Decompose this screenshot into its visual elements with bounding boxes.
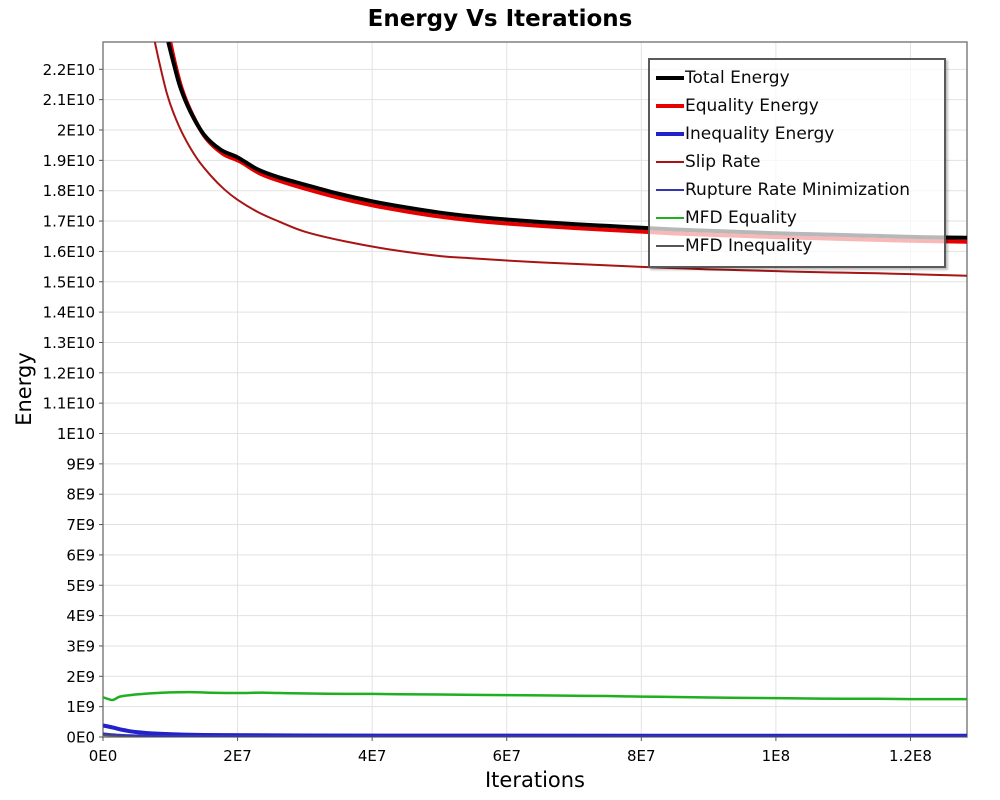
legend-label: MFD Inequality xyxy=(685,236,813,256)
y-tick-label: 2E10 xyxy=(57,122,95,140)
legend-line-swatch xyxy=(656,104,684,108)
chart-title: Energy Vs Iterations xyxy=(367,6,633,32)
y-tick-label: 7E9 xyxy=(66,516,95,534)
legend-item: Rupture Rate Minimization xyxy=(656,176,934,204)
y-tick-label: 2.2E10 xyxy=(43,61,95,79)
y-tick-label: 3E9 xyxy=(66,637,95,655)
y-tick-label: 1.5E10 xyxy=(43,273,95,291)
x-tick-label: 8E7 xyxy=(627,747,656,765)
legend-line-swatch xyxy=(656,245,684,247)
y-tick-label: 0E0 xyxy=(66,729,95,747)
slip-rate-line xyxy=(153,42,967,277)
legend-item: Inequality Energy xyxy=(656,120,934,148)
y-tick-label: 5E9 xyxy=(66,577,95,595)
rupture-rate-minimization-line xyxy=(103,732,967,737)
y-tick-label: 1.9E10 xyxy=(43,152,95,170)
y-tick-label: 1.4E10 xyxy=(43,304,95,322)
x-tick-label: 2E7 xyxy=(223,747,252,765)
legend-item: Total Energy xyxy=(656,64,934,92)
y-tick-label: 6E9 xyxy=(66,546,95,564)
y-tick-label: 1E10 xyxy=(57,425,95,443)
legend-label: Equality Energy xyxy=(685,96,819,116)
y-tick-label: 1.3E10 xyxy=(43,334,95,352)
x-axis-title: Iterations xyxy=(484,768,586,792)
y-tick-label: 8E9 xyxy=(66,486,95,504)
legend-line-swatch xyxy=(656,132,684,136)
y-tick-label: 2E9 xyxy=(66,668,95,686)
y-tick-label: 1.1E10 xyxy=(43,395,95,413)
legend-item: MFD Equality xyxy=(656,204,934,232)
legend-item: Slip Rate xyxy=(656,148,934,176)
legend-line-swatch xyxy=(656,189,684,191)
y-tick-label: 2.1E10 xyxy=(43,91,95,109)
legend-label: Rupture Rate Minimization xyxy=(685,180,910,200)
y-tick-label: 4E9 xyxy=(66,607,95,625)
y-tick-label: 9E9 xyxy=(66,455,95,473)
x-tick-label: 1E8 xyxy=(762,747,791,765)
legend: Total Energy Equality Energy Inequality En… xyxy=(648,58,946,268)
legend-line-swatch xyxy=(656,76,684,80)
y-tick-label: 1.6E10 xyxy=(43,243,95,261)
mfd-equality-line xyxy=(103,690,967,702)
legend-line-swatch xyxy=(656,217,684,219)
x-tick-label: 1.2E8 xyxy=(889,747,932,765)
x-tick-label: 0E0 xyxy=(89,747,118,765)
legend-item: MFD Inequality xyxy=(656,232,934,260)
y-tick-label: 1.8E10 xyxy=(43,182,95,200)
legend-line-swatch xyxy=(656,161,684,163)
legend-label: Inequality Energy xyxy=(685,124,835,144)
legend-label: Total Energy xyxy=(685,68,790,88)
x-tick-label: 6E7 xyxy=(492,747,521,765)
legend-item: Equality Energy xyxy=(656,92,934,120)
y-tick-label: 1E9 xyxy=(66,698,95,716)
y-tick-label: 1.7E10 xyxy=(43,213,95,231)
y-axis-title: Energy xyxy=(12,352,36,426)
legend-label: MFD Equality xyxy=(685,208,797,228)
y-tick-label: 1.2E10 xyxy=(43,364,95,382)
legend-list: Total Energy Equality Energy Inequality En… xyxy=(656,64,934,260)
x-tick-label: 4E7 xyxy=(358,747,387,765)
legend-label: Slip Rate xyxy=(685,152,761,172)
